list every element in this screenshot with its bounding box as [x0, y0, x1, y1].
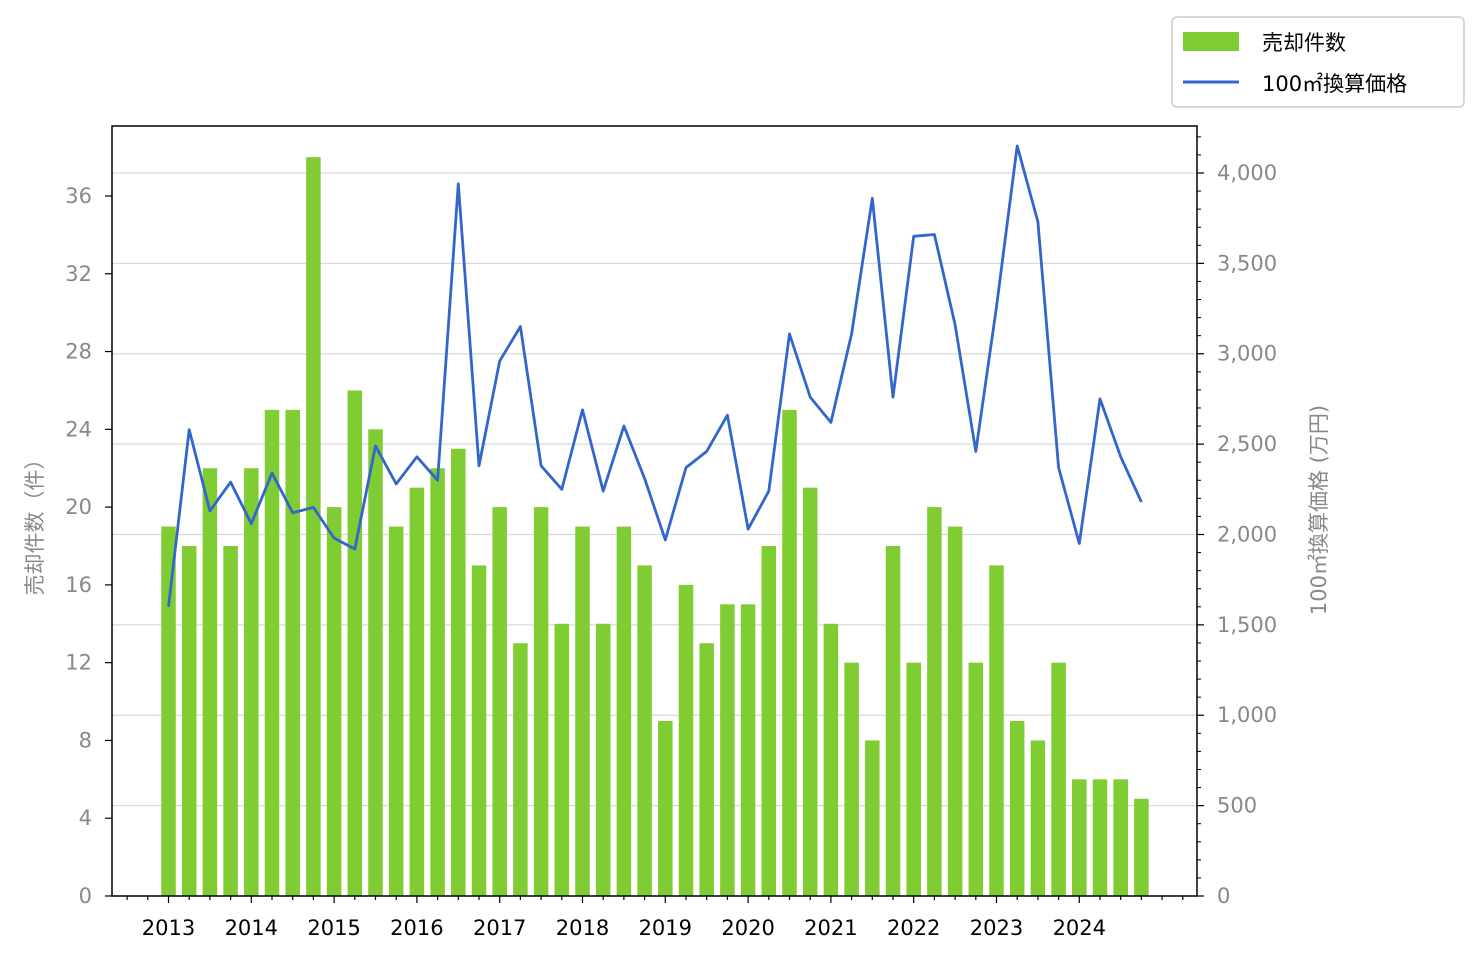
x-tick-label: 2024 — [1053, 916, 1106, 940]
left-tick-label: 0 — [79, 884, 92, 908]
left-tick-label: 36 — [65, 184, 92, 208]
x-tick-label: 2018 — [556, 916, 609, 940]
left-tick-label: 12 — [65, 651, 92, 675]
bar — [968, 662, 984, 896]
right-tick-label: 3,000 — [1217, 342, 1277, 366]
x-tick-label: 2016 — [390, 916, 443, 940]
bar — [554, 623, 570, 896]
x-axis: 2013 2014 2015 2016 2017 2018 2019 2020 2021 2022… — [126, 896, 1184, 940]
bar — [699, 643, 714, 896]
left-axis-label: 売却件数（件） — [23, 449, 47, 596]
right-tick-label: 1,000 — [1217, 703, 1277, 727]
bar — [285, 409, 300, 896]
x-tick-label: 2021 — [804, 916, 857, 940]
bar — [326, 507, 342, 896]
bar — [927, 507, 942, 896]
bar — [844, 662, 859, 896]
bar — [223, 546, 238, 896]
left-tick-label: 8 — [79, 728, 92, 752]
bar — [244, 468, 259, 896]
bar — [368, 429, 383, 896]
bar — [637, 565, 652, 896]
bar — [740, 604, 756, 896]
bar — [720, 604, 735, 896]
bar — [823, 623, 839, 896]
bar-series — [161, 157, 1149, 897]
right-tick-label: 1,500 — [1217, 613, 1277, 637]
right-tick-label: 2,000 — [1217, 522, 1277, 546]
bar — [430, 468, 445, 896]
line-series — [167, 144, 1143, 607]
bar — [1030, 740, 1046, 896]
bar — [802, 487, 818, 896]
x-tick-label: 2019 — [639, 916, 692, 940]
bar — [202, 468, 218, 896]
right-axis-label: 100㎡換算価格 (万円) — [1307, 405, 1331, 615]
right-tick-label: 0 — [1217, 884, 1230, 908]
plot-frame — [111, 125, 1198, 897]
bar — [678, 584, 694, 896]
left-tick-label: 24 — [65, 417, 92, 441]
bar — [616, 526, 632, 896]
bar — [1009, 721, 1025, 896]
bar — [1072, 779, 1087, 896]
x-tick-label: 2020 — [721, 916, 774, 940]
bar — [658, 721, 673, 896]
bar — [1134, 798, 1149, 896]
bar — [264, 409, 280, 896]
bar — [595, 623, 611, 896]
bar — [388, 526, 404, 896]
right-y-axis: 0 500 1,000 1,500 2,000 2,500 3,000 3,500 4,000 — [1197, 136, 1277, 908]
legend-bar-label: 売却件数 — [1262, 31, 1346, 55]
bar — [906, 662, 921, 896]
right-tick-label: 2,500 — [1217, 432, 1277, 456]
bar — [865, 740, 880, 896]
right-tick-label: 500 — [1217, 794, 1257, 818]
left-tick-label: 20 — [65, 495, 92, 519]
bar — [533, 507, 549, 896]
x-tick-label: 2014 — [225, 916, 278, 940]
x-tick-label: 2022 — [887, 916, 940, 940]
bar — [451, 448, 466, 896]
bar — [1092, 779, 1108, 896]
bar — [575, 526, 590, 896]
bar — [1113, 779, 1128, 896]
right-tick-label: 3,500 — [1217, 251, 1277, 275]
price-line — [167, 144, 1143, 607]
bar — [409, 487, 425, 896]
legend-bar-swatch — [1183, 32, 1239, 51]
bar — [306, 157, 321, 897]
bar — [347, 390, 363, 896]
bar — [471, 565, 487, 896]
bar — [492, 507, 507, 896]
bar — [782, 409, 797, 896]
bar — [161, 526, 176, 896]
left-tick-label: 32 — [65, 262, 92, 286]
bar — [181, 546, 197, 896]
right-tick-label: 4,000 — [1217, 161, 1277, 185]
left-tick-label: 16 — [65, 573, 92, 597]
bar — [947, 526, 963, 896]
legend-line-label: 100㎡換算価格 — [1262, 72, 1407, 96]
bar — [513, 643, 528, 896]
left-y-axis: 0 4 8 12 16 20 24 28 32 36 — [65, 184, 112, 908]
bar — [1051, 662, 1066, 896]
x-tick-label: 2023 — [970, 916, 1023, 940]
bar — [885, 546, 901, 896]
left-tick-label: 4 — [79, 806, 92, 830]
x-tick-label: 2015 — [307, 916, 360, 940]
x-tick-label: 2017 — [473, 916, 526, 940]
legend-box — [1171, 16, 1465, 108]
x-tick-label: 2013 — [142, 916, 195, 940]
bar — [989, 565, 1004, 896]
left-tick-label: 28 — [65, 340, 92, 364]
legend: 売却件数 100㎡換算価格 — [1171, 16, 1465, 108]
bar — [761, 546, 777, 896]
